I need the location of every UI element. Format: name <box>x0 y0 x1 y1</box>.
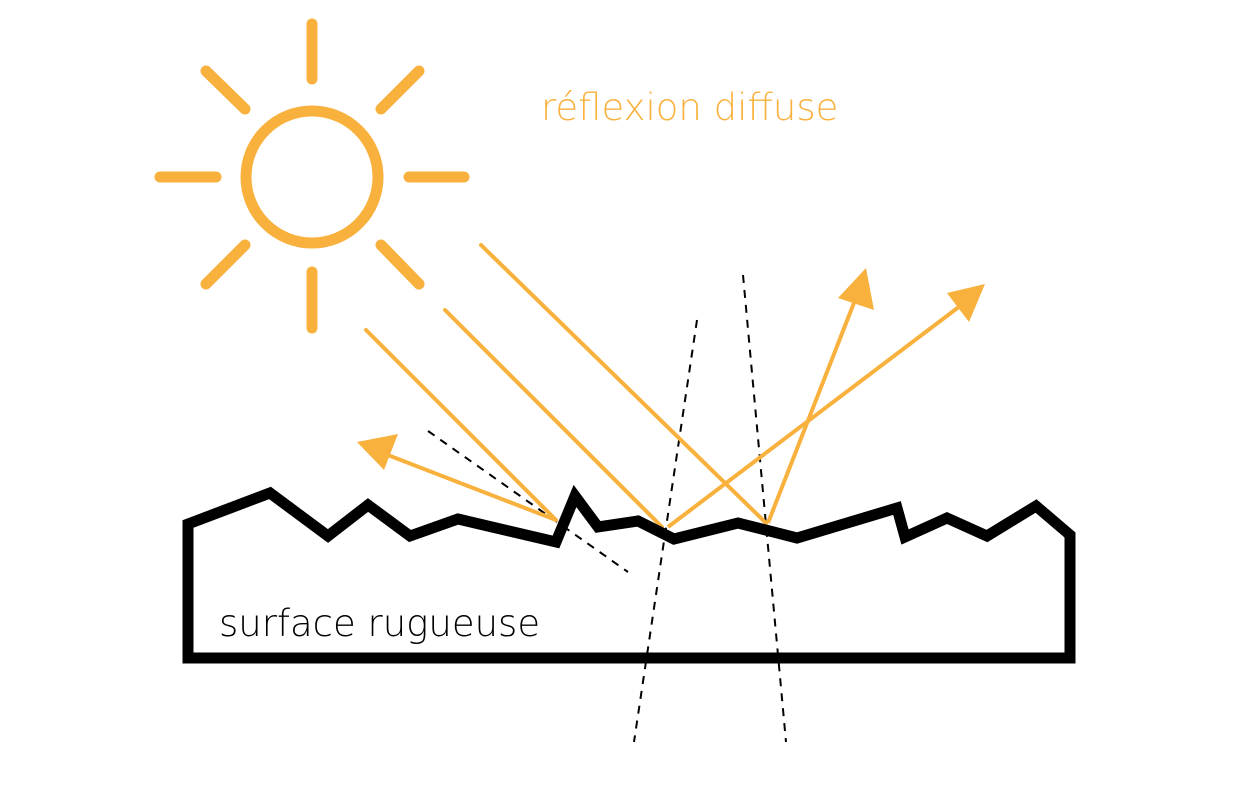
sun-icon <box>154 18 470 334</box>
surface-label: surface rugueuse <box>219 602 540 645</box>
rough-surface <box>182 484 1076 664</box>
arrowhead-ray-2 <box>947 284 985 322</box>
reflected-ray-2 <box>666 298 970 529</box>
incident-ray-3 <box>479 243 768 525</box>
diagram-title: réflexion diffuse <box>541 86 838 129</box>
arrowhead-ray-3 <box>838 268 874 310</box>
reflected-ray-3 <box>766 288 861 524</box>
incident-ray-1 <box>364 328 558 522</box>
incident-rays <box>364 243 768 529</box>
reflected-ray-arrowheads <box>357 268 985 470</box>
arrowhead-ray-1 <box>357 434 398 470</box>
normal-line-left <box>427 430 629 573</box>
reflected-ray-1 <box>378 450 557 522</box>
normal-line-right <box>742 274 787 743</box>
incident-ray-2 <box>443 308 664 529</box>
reflected-rays <box>378 288 970 529</box>
